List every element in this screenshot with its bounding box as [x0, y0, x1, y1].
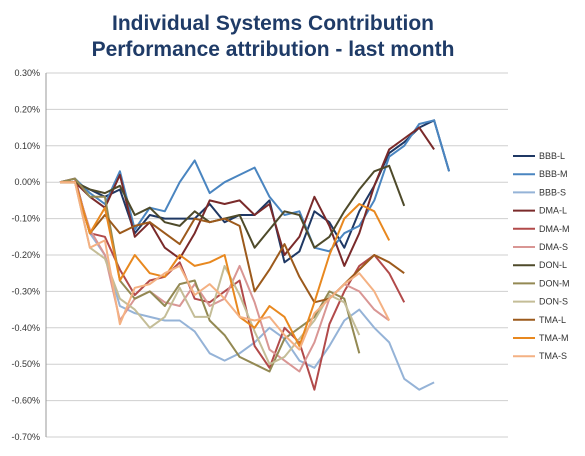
legend-label: BBB-L — [539, 151, 565, 161]
y-tick-label: -0.70% — [11, 432, 40, 442]
legend-item-don-m: DON-M — [513, 278, 570, 288]
legend-item-bbb-m: BBB-M — [513, 169, 568, 179]
series-line-dma-s — [60, 181, 390, 373]
legend-item-tma-l: TMA-L — [513, 315, 566, 325]
y-tick-label: -0.30% — [11, 286, 40, 296]
legend-label: DON-M — [539, 278, 570, 288]
series-line-dma-l — [60, 126, 435, 267]
legend-label: TMA-L — [539, 315, 566, 325]
y-tick-label: -0.10% — [11, 214, 40, 224]
series-line-bbb-m — [59, 119, 451, 253]
legend-item-dma-l: DMA-L — [513, 206, 567, 216]
y-tick-label: 0.10% — [14, 141, 40, 151]
y-tick-label: -0.20% — [11, 250, 40, 260]
legend-label: DON-S — [539, 297, 568, 307]
series-line-bbb-l — [60, 119, 451, 264]
y-tick-label: -0.50% — [11, 359, 40, 369]
legend-item-tma-m: TMA-M — [513, 333, 569, 343]
chart-subtitle: Performance attribution - last month — [92, 38, 455, 61]
series-line-don-m — [59, 177, 361, 373]
chart-title: Individual Systems Contribution — [112, 12, 434, 35]
legend-item-don-s: DON-S — [513, 297, 568, 307]
legend-label: DMA-S — [539, 242, 568, 252]
series-line-bbb-s — [59, 177, 435, 391]
legend-item-tma-s: TMA-S — [513, 351, 567, 361]
series-lines — [59, 119, 451, 391]
y-tick-label: -0.60% — [11, 396, 40, 406]
legend-label: TMA-M — [539, 333, 569, 343]
series-line-don-l — [60, 164, 406, 249]
y-tick-label: 0.20% — [14, 104, 40, 114]
y-axis-tick-labels: 0.30% 0.20% 0.10% 0.00% -0.10% -0.20% -0.30% -0… — [11, 68, 40, 442]
legend-label: DMA-M — [539, 224, 570, 234]
y-tick-label: 0.00% — [14, 177, 40, 187]
legend-label: DON-L — [539, 260, 567, 270]
legend-item-don-l: DON-L — [513, 260, 567, 270]
legend-label: BBB-S — [539, 187, 566, 197]
series-line-tma-s — [60, 181, 391, 351]
series-line-tma-m — [60, 181, 391, 347]
y-tick-label: 0.30% — [14, 68, 40, 78]
legend-item-dma-m: DMA-M — [513, 224, 570, 234]
legend-item-bbb-s: BBB-S — [513, 187, 566, 197]
legend: BBB-L BBB-M BBB-S DMA-L DMA-M DMA-S DON-L DON-M… — [513, 151, 570, 361]
legend-item-bbb-l: BBB-L — [513, 151, 565, 161]
legend-label: DMA-L — [539, 206, 567, 216]
legend-label: TMA-S — [539, 351, 567, 361]
y-tick-label: -0.40% — [11, 323, 40, 333]
legend-item-dma-s: DMA-S — [513, 242, 568, 252]
legend-label: BBB-M — [539, 169, 568, 179]
